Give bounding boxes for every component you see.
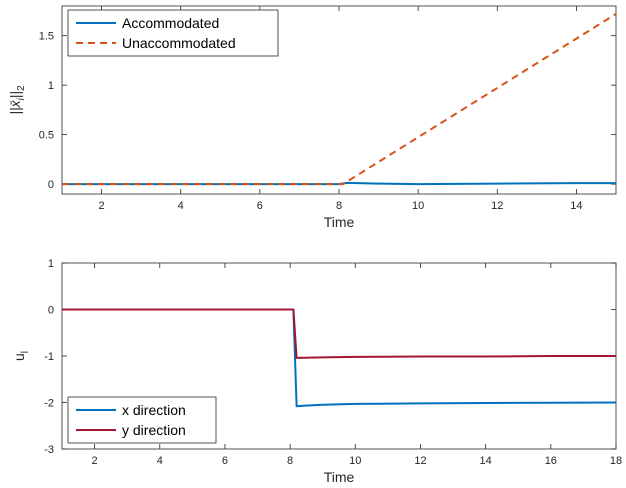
x-tick-label: 6 bbox=[222, 455, 228, 467]
series-line-unaccommodated bbox=[62, 13, 616, 186]
series-line-y-direction bbox=[62, 308, 616, 359]
x-tick-label: 2 bbox=[92, 455, 98, 467]
x-axis-label: Time bbox=[324, 214, 355, 230]
bottom-chart-panel: 2 4 6 8 10 12 14 16 18 -3 -2 -1 0 1 Time ul x direction y… bbox=[11, 258, 622, 485]
y-tick-label: 0 bbox=[48, 179, 54, 191]
legend-label: Accommodated bbox=[122, 15, 219, 31]
legend-label: y direction bbox=[122, 422, 186, 438]
y-axis-label: ||x̄i||2 bbox=[7, 85, 27, 115]
x-tick-label: 8 bbox=[336, 200, 342, 212]
x-tick-label: 16 bbox=[545, 455, 557, 467]
x-tick-label: 12 bbox=[491, 200, 503, 212]
x-tick-label: 18 bbox=[610, 455, 622, 467]
legend: x direction y direction bbox=[67, 396, 217, 444]
y-tick-label: 1.5 bbox=[39, 31, 54, 43]
x-tick-label: 6 bbox=[257, 200, 263, 212]
x-tick-label: 4 bbox=[157, 455, 163, 467]
x-tick-label: 2 bbox=[99, 200, 105, 212]
y-tick-label: 0.5 bbox=[39, 130, 54, 142]
legend: Accommodated Unaccommodated bbox=[67, 9, 279, 57]
x-tick-label: 12 bbox=[414, 455, 426, 467]
x-tick-label: 8 bbox=[287, 455, 293, 467]
x-tick-label: 10 bbox=[349, 455, 361, 467]
x-tick-label: 4 bbox=[178, 200, 184, 212]
legend-box bbox=[67, 9, 279, 57]
y-tick-label: 0 bbox=[48, 305, 54, 317]
x-tick-label: 14 bbox=[570, 200, 582, 212]
x-tick-label: 10 bbox=[412, 200, 424, 212]
legend-box bbox=[67, 396, 217, 444]
y-axis-label: ul bbox=[11, 351, 31, 361]
y-tick-label: -2 bbox=[44, 398, 54, 410]
legend-label: Unaccommodated bbox=[122, 35, 236, 51]
series-line-x-direction bbox=[62, 308, 616, 408]
y-tick-label: -3 bbox=[44, 444, 54, 456]
y-tick-label: 1 bbox=[48, 80, 54, 92]
legend-label: x direction bbox=[122, 402, 186, 418]
y-tick-label: -1 bbox=[44, 351, 54, 363]
x-axis-label: Time bbox=[324, 469, 355, 485]
top-chart-panel: 2 4 6 8 10 12 14 0 0.5 1 1.5 Time ||x̄i||2 Accommodat… bbox=[7, 5, 617, 230]
y-tick-label: 1 bbox=[48, 258, 54, 270]
x-tick-label: 14 bbox=[480, 455, 492, 467]
